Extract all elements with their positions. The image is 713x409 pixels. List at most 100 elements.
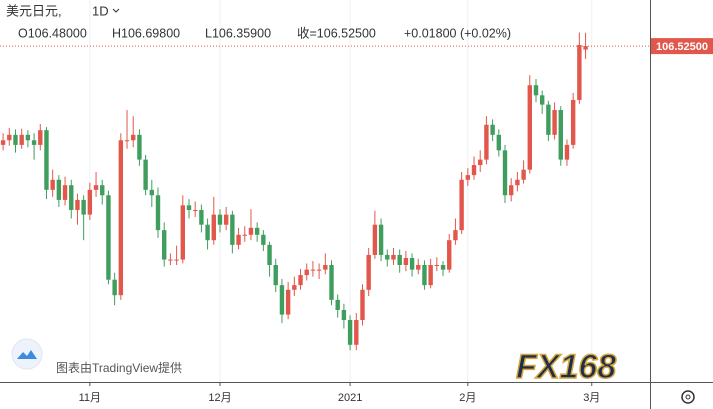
candle-body bbox=[149, 189, 155, 196]
candle-body bbox=[496, 134, 502, 151]
candle-body bbox=[533, 85, 539, 96]
candle-body bbox=[447, 240, 452, 270]
candle-body bbox=[440, 264, 446, 270]
x-tick-label: 11月 bbox=[79, 392, 101, 404]
candle-body bbox=[521, 169, 526, 180]
candle-body bbox=[515, 179, 520, 186]
candle-body bbox=[211, 214, 216, 241]
candle-body bbox=[416, 264, 421, 270]
candle-body bbox=[304, 269, 309, 276]
candle-body bbox=[385, 254, 390, 260]
candle-body bbox=[131, 134, 136, 141]
candle-body bbox=[422, 264, 427, 286]
candle-body bbox=[471, 165, 477, 176]
legend-high: H106.69800 bbox=[112, 26, 180, 40]
candle-body bbox=[552, 110, 557, 135]
candle-body bbox=[19, 134, 24, 145]
candle-body bbox=[347, 320, 353, 345]
candle-body bbox=[546, 104, 551, 135]
candle-body bbox=[335, 299, 340, 310]
candle-body bbox=[428, 264, 433, 286]
candle-body bbox=[254, 227, 260, 235]
candle-body bbox=[577, 44, 582, 100]
candle-body bbox=[174, 259, 179, 261]
candle-body bbox=[87, 189, 93, 215]
candle-body bbox=[205, 224, 210, 241]
logo-badge bbox=[11, 338, 43, 370]
candle-body bbox=[366, 254, 371, 290]
candle-body bbox=[7, 134, 12, 141]
candle-body bbox=[186, 205, 192, 210]
candle-body bbox=[0, 140, 6, 145]
candle-body bbox=[453, 230, 458, 241]
x-tick-label: 2月 bbox=[459, 392, 476, 404]
legend-close: 收=106.52500 bbox=[297, 26, 376, 40]
fx168-logo: FX168 bbox=[516, 348, 616, 386]
candle-body bbox=[143, 159, 148, 190]
candle-body bbox=[409, 258, 415, 270]
candle-body bbox=[50, 179, 55, 190]
candle-body bbox=[155, 195, 161, 231]
candle-body bbox=[323, 264, 328, 270]
candle-body bbox=[93, 185, 99, 190]
candle-body bbox=[279, 285, 285, 315]
candle-body bbox=[539, 95, 545, 105]
candle-body bbox=[192, 209, 198, 211]
candle-body bbox=[199, 209, 204, 225]
candle-body bbox=[360, 289, 365, 321]
settings-icon[interactable] bbox=[681, 390, 695, 404]
candle-body bbox=[261, 234, 266, 245]
candle-body bbox=[56, 179, 62, 200]
candle-body bbox=[236, 234, 241, 245]
candle-body bbox=[509, 185, 514, 196]
candle-body bbox=[112, 279, 117, 296]
interval[interactable]: 1D bbox=[92, 3, 109, 18]
interval-chevron[interactable] bbox=[112, 8, 120, 13]
x-tick-label: 2021 bbox=[338, 392, 362, 404]
candle-body bbox=[75, 199, 80, 210]
candle-body bbox=[372, 224, 378, 255]
candle-body bbox=[391, 254, 396, 260]
x-tick-label: 3月 bbox=[583, 392, 600, 404]
candle-body bbox=[285, 289, 291, 315]
candle-body bbox=[13, 134, 18, 145]
candle-body bbox=[490, 124, 495, 135]
candle-body bbox=[292, 285, 297, 290]
x-tick-label: 12月 bbox=[208, 392, 231, 404]
chart-title: 美元日元, bbox=[6, 3, 62, 18]
candle-body bbox=[106, 195, 111, 280]
candle-body bbox=[44, 130, 49, 190]
candle-body bbox=[38, 130, 43, 145]
candle-body bbox=[180, 205, 185, 260]
candle-body bbox=[118, 140, 124, 296]
candle-body bbox=[69, 185, 74, 210]
candle-body bbox=[403, 258, 409, 265]
candle-body bbox=[137, 134, 142, 160]
candle-body bbox=[558, 110, 563, 160]
candle-body bbox=[484, 124, 489, 160]
candle-body bbox=[527, 85, 532, 170]
settings-icon-center[interactable] bbox=[685, 394, 691, 400]
attribution: 图表由TradingView提供 bbox=[56, 360, 182, 375]
candle-body bbox=[354, 320, 359, 345]
candle-body bbox=[248, 227, 254, 235]
candle-body bbox=[434, 264, 440, 266]
candle-body bbox=[564, 144, 570, 160]
logo-icon bbox=[17, 350, 37, 359]
candle-body bbox=[341, 309, 347, 321]
candle-body bbox=[465, 175, 471, 180]
candle-body bbox=[25, 134, 31, 141]
candle-body bbox=[230, 214, 235, 245]
candle-body bbox=[397, 254, 402, 265]
candle-body bbox=[570, 99, 576, 145]
candle-body bbox=[217, 214, 223, 225]
legend-open: O106.48000 bbox=[18, 26, 87, 40]
candle-body bbox=[81, 199, 86, 215]
candle-body bbox=[162, 230, 167, 260]
candle-body bbox=[62, 185, 68, 200]
candle-body bbox=[502, 150, 508, 196]
candle-body bbox=[242, 234, 247, 236]
candle-body bbox=[168, 259, 173, 261]
candle-body bbox=[298, 275, 303, 286]
